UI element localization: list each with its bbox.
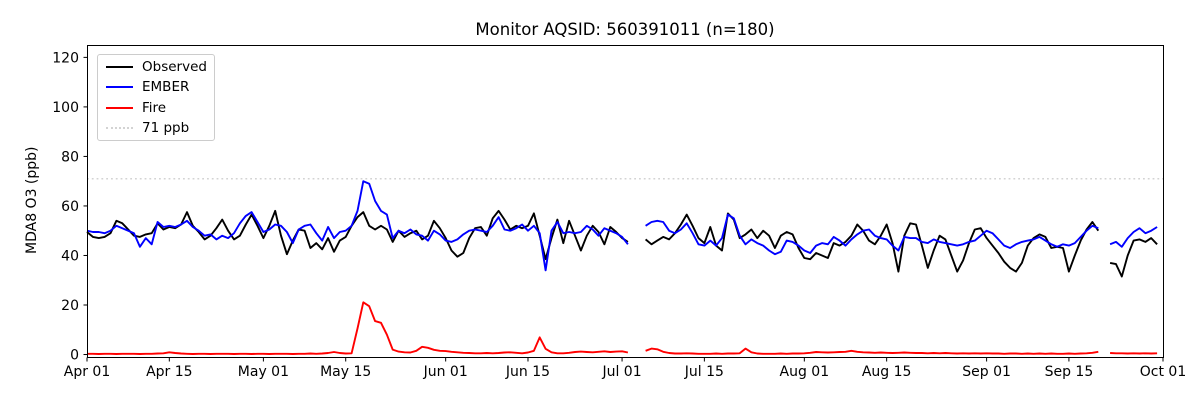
y-tick-label: 20 <box>61 298 79 314</box>
observed-line <box>86 209 1158 278</box>
y-tick-label: 40 <box>61 248 79 264</box>
legend-label-fire: Fire <box>142 99 167 116</box>
legend-item-observed: Observed <box>106 58 214 76</box>
ember-line <box>86 180 1158 272</box>
fire-line <box>87 301 1158 355</box>
x-tick-label: May 15 <box>320 364 371 380</box>
x-tick-label: Oct 01 <box>1140 364 1186 380</box>
legend-label-ember: EMBER <box>142 79 190 96</box>
legend-item-fire: Fire <box>106 99 214 117</box>
legend-item-ember: EMBER <box>106 78 214 96</box>
x-tick-label: Jun 15 <box>505 364 550 380</box>
x-tick-label: Apr 15 <box>146 364 192 380</box>
y-axis-label: MDA8 O3 (ppb) <box>24 146 40 254</box>
y-tick-label: 80 <box>61 149 79 165</box>
legend-label-threshold: 71 ppb <box>142 119 190 136</box>
legend-label-observed: Observed <box>142 59 207 76</box>
y-tick-label: 0 <box>70 348 79 364</box>
y-tick-label: 120 <box>52 50 79 66</box>
fire-line-sample <box>106 106 133 109</box>
x-tick-label: Aug 15 <box>862 364 912 380</box>
x-tick-label: Jul 15 <box>684 364 724 380</box>
x-tick-label: Sep 01 <box>962 364 1011 380</box>
ember-line-sample <box>106 86 133 89</box>
x-tick-label: Sep 15 <box>1045 364 1094 380</box>
x-tick-label: Jul 01 <box>601 364 641 380</box>
x-tick-label: Apr 01 <box>64 364 110 380</box>
y-tick-label: 60 <box>61 199 79 215</box>
x-tick-label: Aug 01 <box>780 364 830 380</box>
threshold-line-sample <box>106 126 133 129</box>
chart-title: Monitor AQSID: 560391011 (n=180) <box>475 20 775 39</box>
observed-line-sample <box>106 66 133 69</box>
axes-frame <box>87 45 1164 358</box>
x-tick-label: Jun 01 <box>423 364 468 380</box>
legend-item-threshold: 71 ppb <box>106 119 214 137</box>
x-tick-label: May 01 <box>238 364 289 380</box>
y-tick-label: 100 <box>52 100 79 116</box>
legend: Observed EMBER Fire 71 ppb <box>97 54 215 141</box>
